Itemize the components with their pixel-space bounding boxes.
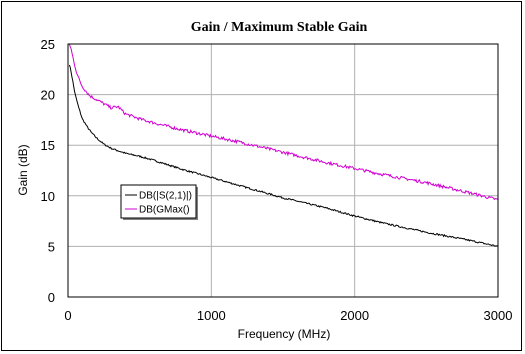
plot-area: [67, 43, 499, 298]
y-tick-label: 10: [41, 189, 55, 204]
legend-label: DB(|S(2,1)|): [139, 191, 192, 202]
y-tick-label: 20: [41, 88, 55, 103]
ticks: 0 1000 2000 3000 0 5 10 15 20 25: [41, 37, 513, 323]
y-tick-label: 0: [48, 290, 55, 305]
x-tick-label: 0: [64, 308, 71, 323]
x-tick-label: 1000: [197, 308, 226, 323]
x-tick-label: 3000: [484, 308, 513, 323]
y-tick-label: 25: [41, 37, 55, 52]
y-axis-label: Gain (dB): [16, 144, 30, 195]
x-tick-label: 2000: [340, 308, 369, 323]
y-tick-label: 5: [48, 239, 55, 254]
series-line-1: [68, 43, 499, 201]
series-lines: [68, 43, 499, 247]
series-line-0: [68, 64, 498, 247]
chart-title: Gain / Maximum Stable Gain: [191, 20, 368, 35]
y-tick-label: 15: [41, 138, 55, 153]
x-axis-label: Frequency (MHz): [238, 327, 331, 341]
legend: DB(|S(2,1)|) DB(GMax(): [120, 184, 198, 220]
legend-box: [120, 184, 197, 219]
grid: [68, 44, 498, 297]
legend-label: DB(GMax(): [139, 205, 190, 216]
